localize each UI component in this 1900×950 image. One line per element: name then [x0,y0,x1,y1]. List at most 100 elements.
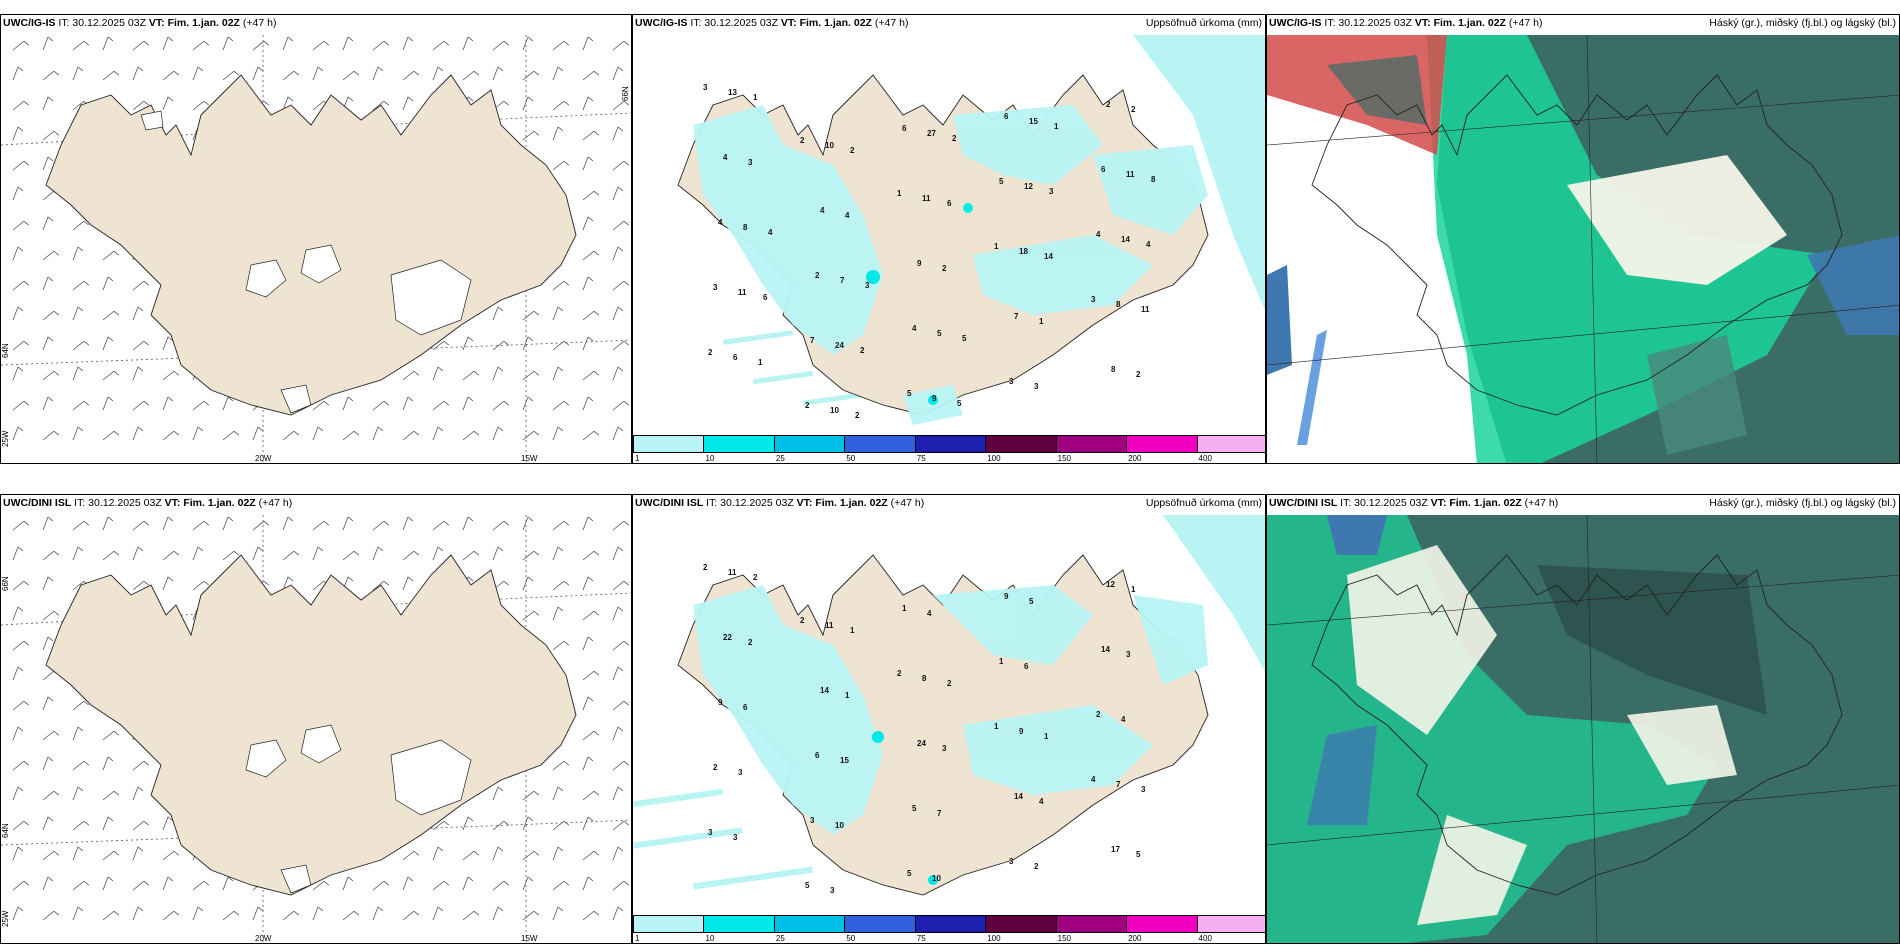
precip-value: 8 [1116,300,1121,309]
colorbar-segment [773,915,845,933]
precip-value: 2 [800,136,805,145]
precip-value: 5 [912,804,917,813]
colorbar-label: 400 [1198,454,1212,463]
precip-value: 1 [758,358,763,367]
colorbar-segment [703,915,774,933]
cloud-title: Háský (gr.), miðský (fj.bl.) og lágský (… [1709,17,1896,29]
precip-title: Uppsöfnuð úrkoma (mm) [1145,17,1262,29]
precip-value: 9 [1004,592,1009,601]
colorbar-segment [1196,435,1265,453]
precip-value: 1 [1054,122,1059,131]
precip-value: 4 [1091,775,1096,784]
panel-header: UWC/IG-IS IT: 30.12.2025 03Z VT: Fim. 1.… [3,17,276,30]
precip-value: 2 [855,411,860,420]
precip-value: 3 [748,158,753,167]
lead-time: (+47 h) [890,497,925,509]
precip-value: 1 [1044,732,1049,741]
colorbar-label: 100 [987,454,1001,463]
precip-value: 3 [1049,187,1054,196]
panel-wind-ig-is: UWC/IG-IS IT: 30.12.2025 03Z VT: Fim. 1.… [0,14,632,464]
precip-value: 1 [845,691,850,700]
precip-value: 2 [815,271,820,280]
precip-value: 5 [957,399,962,408]
precip-value: 6 [1004,112,1009,121]
colorbar-segment [1055,435,1127,453]
valid-label: VT: [164,497,181,509]
lead-time: (+47 h) [242,17,277,29]
precip-value: 5 [1136,850,1141,859]
model-name: UWC/DINI ISL [635,497,704,509]
precip-value: 6 [1024,662,1029,671]
init-time: IT: 30.12.2025 03Z [58,17,146,29]
colorbar-label: 200 [1128,934,1142,943]
precip-value: 9 [932,394,937,403]
precip-value: 2 [860,346,865,355]
precip-value: 4 [723,153,728,162]
precip-value: 4 [912,324,917,333]
precip-value: 4 [1121,715,1126,724]
precip-value: 2 [942,264,947,273]
precip-value: 6 [763,293,768,302]
precip-value: 2 [850,146,855,155]
panel-header: UWC/DINI ISL IT: 30.12.2025 03Z VT: Fim.… [1269,497,1558,510]
colorbar-segment [1126,915,1197,933]
precip-value: 5 [907,869,912,878]
precip-value: 3 [1091,295,1096,304]
lead-time: (+47 h) [1508,17,1543,29]
precip-value: 6 [815,751,820,760]
precip-value: 5 [907,389,912,398]
precip-value: 2 [952,134,957,143]
valid-label: VT: [1430,497,1447,509]
cloud-map [1267,35,1899,463]
precip-map: 3211322654375664243244978131011188610271… [677,35,1265,425]
precip-value: 9 [1019,727,1024,736]
precip-value: 3 [1126,650,1131,659]
panel-header: UWC/IG-IS IT: 30.12.2025 03Z VT: Fim. 1.… [1269,17,1542,30]
precip-value: 3 [865,281,870,290]
precip-value: 27 [927,129,936,138]
colorbar-segment [914,915,986,933]
precip-value: 3 [703,83,708,92]
precip-value: 10 [825,141,834,150]
valid-label: VT: [1414,17,1431,29]
precip-value: 4 [718,218,723,227]
colorbar-label: 100 [987,934,1001,943]
lat-label-66n: 66N [621,86,630,101]
precip-value: 4 [820,206,825,215]
model-name: UWC/IG-IS [3,17,56,29]
precip-value: 1 [994,242,999,251]
precip-value: 1 [1131,585,1136,594]
precip-value: 5 [962,334,967,343]
precip-colorbar [633,435,1265,455]
colorbar-label: 1 [635,934,640,943]
panel-precip-dini: UWC/DINI ISL IT: 30.12.2025 03Z VT: Fim.… [632,494,1266,944]
precip-value: 5 [1029,597,1034,606]
precip-value: 2 [805,401,810,410]
precip-value: 11 [1126,170,1135,179]
colorbar-label: 150 [1057,934,1072,943]
colorbar-segment [633,915,704,933]
precip-value: 24 [835,341,844,350]
precip-value: 8 [922,674,927,683]
model-name: UWC/DINI ISL [1269,497,1338,509]
colorbar-label: 75 [916,934,926,943]
precip-value: 2 [1131,105,1136,114]
lead-time: (+47 h) [258,497,293,509]
cloud-title: Háský (gr.), miðský (fj.bl.) og lágský (… [1709,497,1896,509]
colorbar-label: 50 [846,454,856,463]
precip-value: 2 [703,563,708,572]
colorbar-label: 1 [635,454,640,463]
precip-value: 14 [820,686,829,695]
precip-value: 5 [999,177,1004,186]
colorbar-label: 50 [846,934,856,943]
precip-value: 7 [810,336,815,345]
precip-value: 1 [850,626,855,635]
precip-value: 3 [810,816,815,825]
precip-values: 3211322654375664243244978131011188610271… [703,83,1156,420]
precip-value: 8 [1151,175,1156,184]
lon-label-25w: 25W [1,430,10,447]
precip-value: 15 [840,756,849,765]
precip-value: 4 [768,228,773,237]
lon-label-15w: 15W [521,934,538,943]
panel-header: UWC/IG-IS IT: 30.12.2025 03Z VT: Fim. 1.… [635,17,908,30]
